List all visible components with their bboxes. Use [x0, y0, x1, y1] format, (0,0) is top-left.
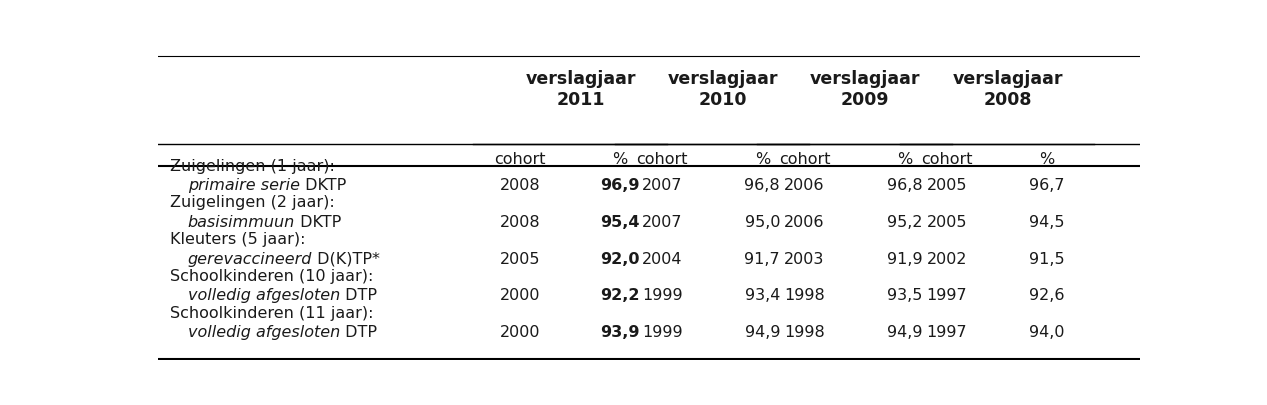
Text: DTP: DTP [340, 288, 378, 303]
Text: 95,4: 95,4 [601, 215, 640, 230]
Text: %: % [755, 151, 770, 166]
Text: Zuigelingen (1 jaar):: Zuigelingen (1 jaar): [170, 159, 334, 174]
Text: 94,0: 94,0 [1029, 325, 1064, 340]
Text: 94,9: 94,9 [887, 325, 922, 340]
Text: cohort: cohort [494, 151, 546, 166]
Text: 2004: 2004 [642, 252, 683, 266]
Text: 2006: 2006 [784, 215, 825, 230]
Text: 2008: 2008 [499, 178, 540, 193]
Text: 96,9: 96,9 [601, 178, 640, 193]
Text: 2008: 2008 [499, 215, 540, 230]
Text: cohort: cohort [921, 151, 973, 166]
Text: 95,2: 95,2 [887, 215, 922, 230]
Text: 93,9: 93,9 [601, 325, 640, 340]
Text: basisimmuun: basisimmuun [188, 215, 295, 230]
Text: primaire serie: primaire serie [188, 178, 300, 193]
Text: 1999: 1999 [642, 288, 683, 303]
Text: D(K)TP*: D(K)TP* [312, 252, 380, 266]
Text: 2000: 2000 [499, 288, 540, 303]
Text: 93,4: 93,4 [745, 288, 780, 303]
Text: 94,9: 94,9 [745, 325, 780, 340]
Text: 2003: 2003 [784, 252, 825, 266]
Text: 92,0: 92,0 [601, 252, 640, 266]
Text: 1997: 1997 [926, 288, 967, 303]
Text: 92,2: 92,2 [601, 288, 640, 303]
Text: 2005: 2005 [499, 252, 540, 266]
Text: 2007: 2007 [642, 215, 683, 230]
Text: DKTP: DKTP [300, 178, 346, 193]
Text: %: % [612, 151, 627, 166]
Text: verslagjaar
2009: verslagjaar 2009 [810, 70, 921, 109]
Text: verslagjaar
2008: verslagjaar 2008 [953, 70, 1063, 109]
Text: 2007: 2007 [642, 178, 683, 193]
Text: 92,6: 92,6 [1029, 288, 1064, 303]
Text: Kleuters (5 jaar):: Kleuters (5 jaar): [170, 232, 305, 247]
Text: cohort: cohort [779, 151, 830, 166]
Text: volledig afgesloten: volledig afgesloten [188, 288, 340, 303]
Text: 94,5: 94,5 [1029, 215, 1064, 230]
Text: 2002: 2002 [926, 252, 967, 266]
Text: 2006: 2006 [784, 178, 825, 193]
Text: 96,8: 96,8 [745, 178, 780, 193]
Text: Zuigelingen (2 jaar):: Zuigelingen (2 jaar): [170, 196, 334, 211]
Text: 1999: 1999 [642, 325, 683, 340]
Text: Schoolkinderen (10 jaar):: Schoolkinderen (10 jaar): [170, 269, 374, 284]
Text: 93,5: 93,5 [887, 288, 922, 303]
Text: volledig afgesloten: volledig afgesloten [188, 325, 340, 340]
Text: cohort: cohort [636, 151, 688, 166]
Text: DTP: DTP [340, 325, 378, 340]
Text: 96,8: 96,8 [887, 178, 922, 193]
Text: 91,7: 91,7 [745, 252, 780, 266]
Text: Schoolkinderen (11 jaar):: Schoolkinderen (11 jaar): [170, 306, 374, 321]
Text: 2005: 2005 [926, 178, 967, 193]
Text: %: % [897, 151, 912, 166]
Text: gerevaccineerd: gerevaccineerd [188, 252, 312, 266]
Text: 96,7: 96,7 [1029, 178, 1064, 193]
Text: 91,9: 91,9 [887, 252, 922, 266]
Text: 2005: 2005 [926, 215, 967, 230]
Text: 2000: 2000 [499, 325, 540, 340]
Text: 1997: 1997 [926, 325, 967, 340]
Text: 1998: 1998 [784, 325, 825, 340]
Text: 95,0: 95,0 [745, 215, 780, 230]
Text: %: % [1039, 151, 1054, 166]
Text: verslagjaar
2010: verslagjaar 2010 [668, 70, 778, 109]
Text: 1998: 1998 [784, 288, 825, 303]
Text: DKTP: DKTP [295, 215, 341, 230]
Text: 91,5: 91,5 [1029, 252, 1064, 266]
Text: verslagjaar
2011: verslagjaar 2011 [526, 70, 636, 109]
